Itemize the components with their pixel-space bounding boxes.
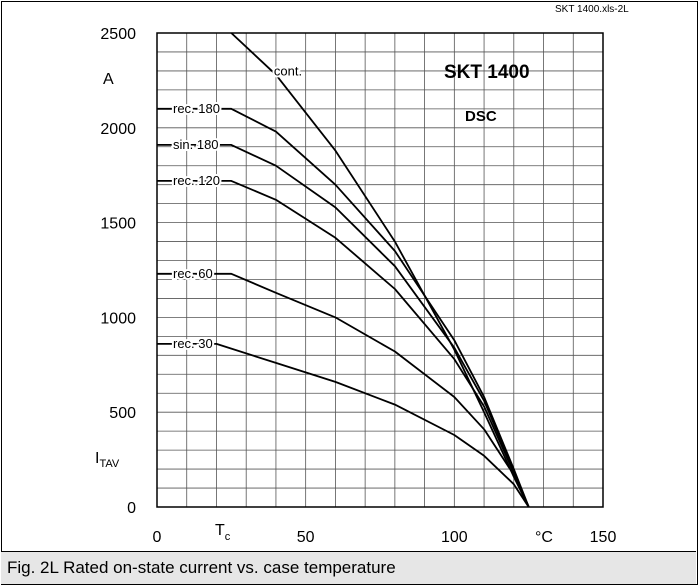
- y-axis-label-sub: TAV: [99, 458, 119, 470]
- x-tick-label: 0: [153, 529, 162, 546]
- grid: [157, 33, 603, 507]
- y-axis-label: ITAV: [95, 450, 120, 470]
- series-rec-180-line: [157, 107, 530, 508]
- chart-title: SKT 1400: [444, 62, 530, 83]
- chart-subtitle: DSC: [465, 108, 497, 125]
- y-tick-label: 0: [127, 500, 136, 517]
- curves: [157, 32, 530, 508]
- file-tag: SKT 1400.xls-2L: [555, 4, 629, 15]
- series-rec-120-line: [157, 179, 530, 508]
- series-rec-120-label: rec. 120: [173, 173, 220, 188]
- series-rec-30-label: rec. 30: [173, 336, 213, 351]
- caption-bar: Fig. 2L Rated on-state current vs. case …: [1, 551, 696, 584]
- tick-labels: 0 500 1000 1500 2000 2500 0 50 100 150: [100, 26, 616, 546]
- series-labels: cont. rec. 180 sin. 180 rec. 120 rec. 60 rec.…: [171, 62, 304, 353]
- y-axis-label-main: I: [95, 450, 99, 467]
- series-sin-180-line: [157, 143, 530, 508]
- y-axis-unit: A: [103, 71, 114, 88]
- series-cont-label: cont.: [274, 64, 302, 79]
- y-tick-label: 1000: [100, 310, 136, 327]
- plot-border: [156, 32, 604, 508]
- series-rec-60-line: [157, 272, 530, 508]
- x-axis-label: Tc: [215, 522, 231, 543]
- series-rec-60-label: rec. 60: [173, 266, 213, 281]
- y-tick-label: 1500: [100, 216, 136, 233]
- x-axis-unit: °C: [535, 529, 553, 546]
- y-tick-label: 2000: [100, 121, 136, 138]
- figure-caption: Fig. 2L Rated on-state current vs. case …: [7, 558, 396, 577]
- x-tick-label: 50: [297, 529, 315, 546]
- series-sin-180-label: sin. 180: [173, 137, 219, 152]
- series-rec-180-label: rec. 180: [173, 101, 220, 116]
- y-tick-label: 2500: [100, 26, 136, 43]
- x-tick-label: 150: [590, 529, 617, 546]
- x-axis-label-main: T: [215, 522, 225, 539]
- x-tick-label: 100: [441, 529, 468, 546]
- x-axis-label-sub: c: [225, 531, 231, 543]
- y-tick-label: 500: [109, 405, 136, 422]
- series-rec-30-line: [157, 342, 530, 508]
